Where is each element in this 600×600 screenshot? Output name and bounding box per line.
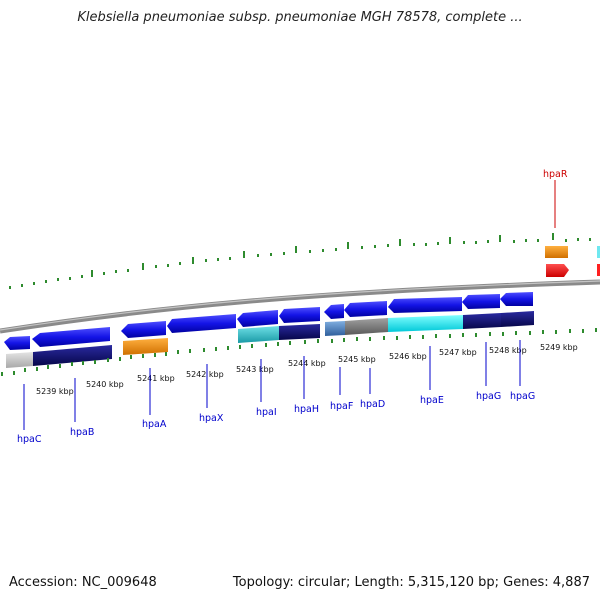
gene-feature-hpaC-arrow[interactable] — [4, 336, 30, 350]
lower-tick-ruler — [1, 328, 597, 376]
kbp-tick-label: 5248 kbp — [489, 346, 527, 355]
kbp-tick-label: 5240 kbp — [86, 380, 124, 389]
gene-feature-hpaE-arrow[interactable] — [388, 297, 462, 313]
genome-summary-text: Topology: circular; Length: 5,315,120 bp… — [232, 575, 590, 590]
gene-feature-hpaX-arrow[interactable] — [167, 314, 236, 333]
kbp-tick-label: 5245 kbp — [338, 355, 376, 364]
hpaH-annotation-bar[interactable] — [279, 324, 320, 340]
gene-label-hpaG[interactable]: hpaG — [510, 391, 535, 402]
gene-feature-hpaG-2-arrow[interactable] — [500, 292, 533, 306]
edge-feature-cyan[interactable] — [597, 246, 600, 258]
gene-feature-hpaR-arrow[interactable] — [546, 264, 569, 277]
gene-label-leaders — [23, 340, 521, 430]
kbp-tick-label: 5239 kbp — [36, 387, 74, 396]
kbp-tick-label: 5247 kbp — [439, 348, 477, 357]
hpaD-annotation-bar[interactable] — [345, 318, 388, 335]
gene-label-hpaR[interactable]: hpaR — [543, 169, 568, 180]
gene-feature-hpaH-arrow[interactable] — [279, 307, 320, 323]
gene-label-hpaH[interactable]: hpaH — [294, 404, 319, 415]
kbp-tick-label: 5244 kbp — [288, 359, 326, 368]
kbp-tick-label: 5246 kbp — [389, 352, 427, 361]
gene-label-hpaB[interactable]: hpaB — [70, 427, 94, 438]
gene-label-hpaF[interactable]: hpaF — [330, 401, 353, 412]
gene-label-hpaX[interactable]: hpaX — [199, 413, 224, 424]
gene-feature-hpaD-arrow[interactable] — [344, 301, 387, 317]
annotation-bars — [6, 311, 534, 368]
kbp-tick-label: 5242 kbp — [186, 370, 224, 379]
hpaA-annotation-bar[interactable] — [123, 338, 168, 355]
gene-label-hpaG[interactable]: hpaG — [476, 391, 501, 402]
kbp-tick-label: 5249 kbp — [540, 343, 578, 352]
forward-strand-features — [4, 292, 533, 350]
hpaF-annotation-bar[interactable] — [325, 321, 345, 336]
hpaE-annotation-bar[interactable] — [388, 315, 463, 332]
hpaC-annotation-bar[interactable] — [6, 352, 33, 368]
genome-backbone — [0, 279, 600, 334]
reverse-strand-features — [545, 246, 600, 277]
hpaB-annotation-bar[interactable] — [33, 345, 112, 366]
hpaG-1-annotation-bar[interactable] — [463, 313, 501, 329]
kbp-labels: 5239 kbp 5240 kbp 5241 kbp 5242 kbp 5243 kbp… — [36, 343, 578, 396]
gene-label-hpaD[interactable]: hpaD — [360, 399, 385, 410]
hpaG-2-annotation-bar[interactable] — [501, 311, 534, 327]
gene-label-hpaA[interactable]: hpaA — [142, 419, 167, 430]
gene-feature-hpaG-1-arrow[interactable] — [462, 294, 500, 309]
gene-feature-hpaA-arrow[interactable] — [121, 321, 166, 338]
kbp-tick-label: 5243 kbp — [236, 365, 274, 374]
gene-label-hpaC[interactable]: hpaC — [17, 434, 42, 445]
gene-labels: hpaC hpaB hpaA hpaX hpaI hpaH hpaF hpaD hpaE hpaG… — [17, 169, 568, 445]
upper-tick-ruler — [9, 233, 591, 289]
accession-text: Accession: NC_009648 — [9, 575, 157, 590]
gene-feature-hpaF-arrow[interactable] — [324, 304, 344, 319]
gene-feature-hpaR-bar[interactable] — [545, 246, 568, 258]
hpaI-annotation-bar[interactable] — [238, 326, 279, 343]
gene-feature-hpaB-arrow[interactable] — [32, 327, 110, 347]
gene-label-hpaE[interactable]: hpaE — [420, 395, 444, 406]
page-title: Klebsiella pneumoniae subsp. pneumoniae … — [77, 10, 523, 25]
gene-feature-hpaI-arrow[interactable] — [237, 310, 278, 327]
edge-feature-red[interactable] — [597, 264, 600, 276]
gene-label-hpaI[interactable]: hpaI — [256, 407, 277, 418]
kbp-tick-label: 5241 kbp — [137, 374, 175, 383]
